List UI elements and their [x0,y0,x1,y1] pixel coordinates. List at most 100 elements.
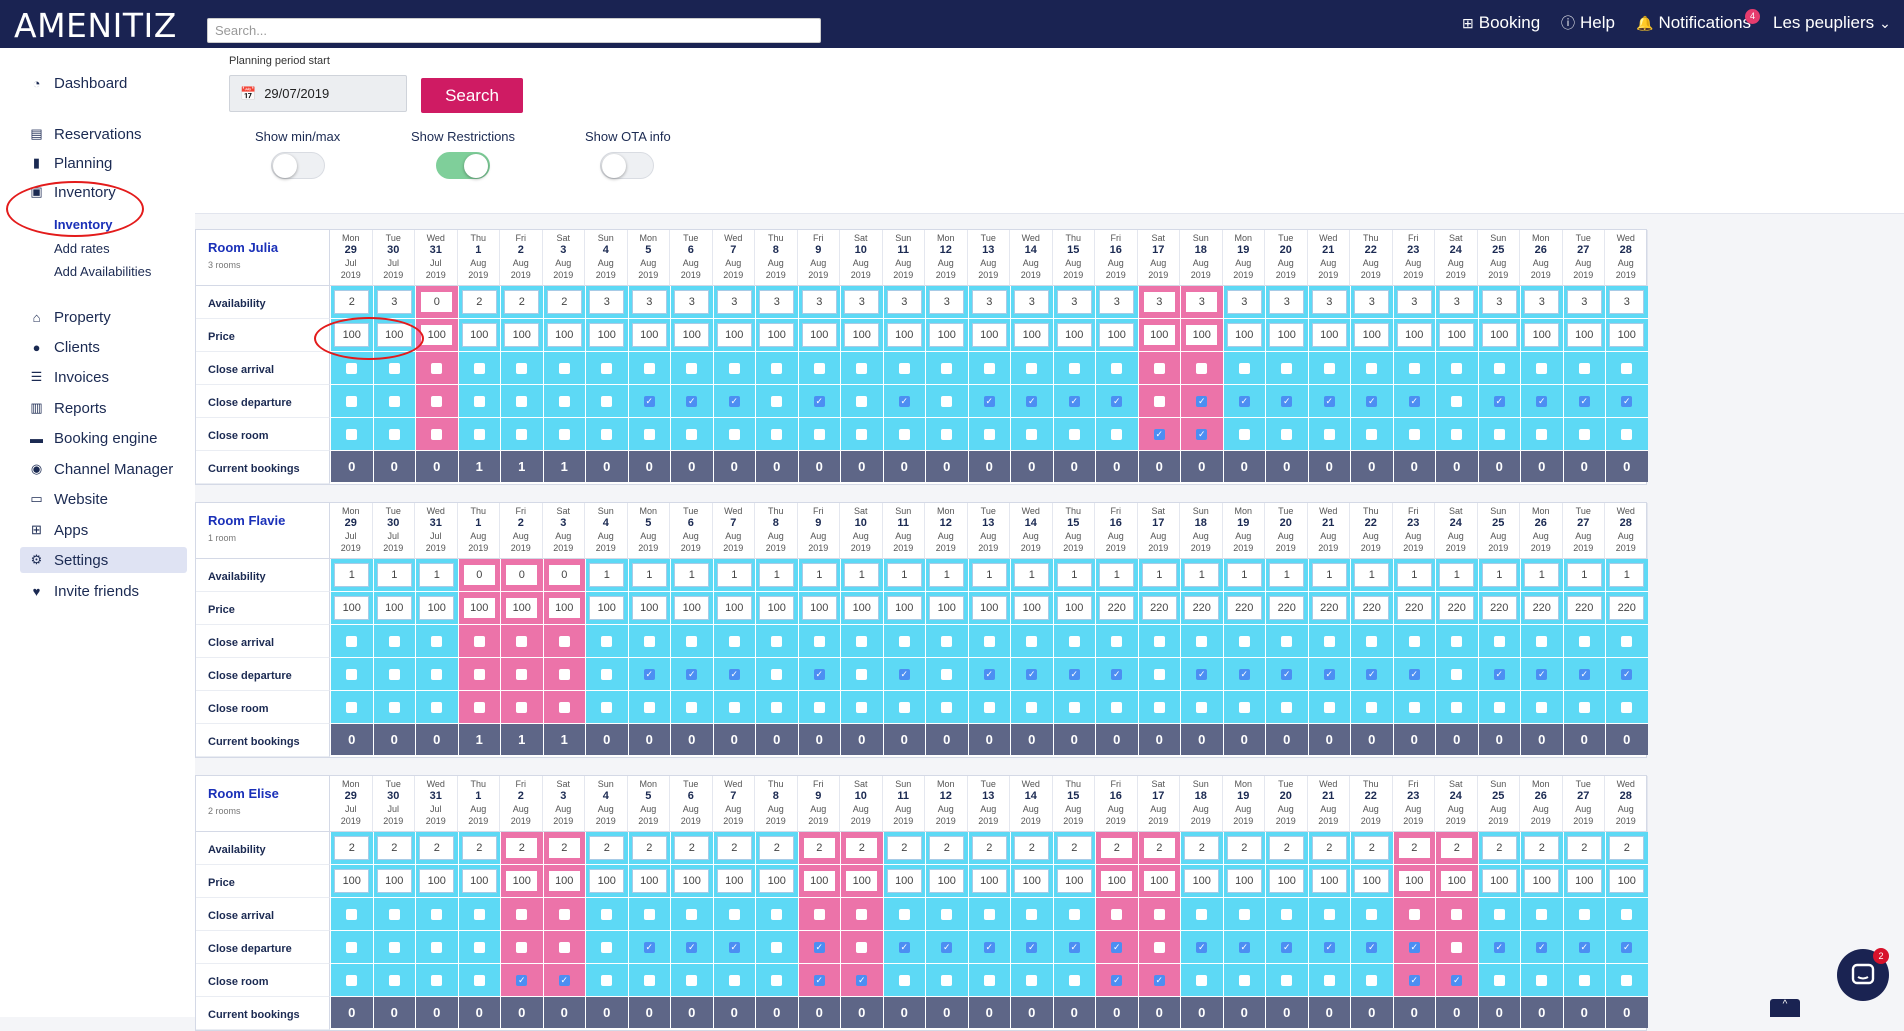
close-departure-checkbox[interactable]: ✓ [1196,668,1208,680]
price-input[interactable]: 100 [674,323,710,347]
close-room-checkbox[interactable] [601,701,613,713]
close-arrival-checkbox[interactable] [1366,635,1378,647]
close-arrival-checkbox[interactable] [1068,908,1080,920]
price-input[interactable]: 100 [589,323,625,347]
close-arrival-checkbox[interactable] [898,635,910,647]
close-room-checkbox[interactable] [1408,701,1420,713]
close-arrival-checkbox[interactable] [1068,362,1080,374]
user-menu[interactable]: Les peupliers ⌄ [1773,13,1891,32]
close-room-checkbox[interactable] [1323,428,1335,440]
close-arrival-checkbox[interactable] [1451,362,1463,374]
close-room-checkbox[interactable] [431,974,443,986]
availability-input[interactable]: 1 [1269,563,1305,587]
close-arrival-checkbox[interactable] [1153,635,1165,647]
close-arrival-checkbox[interactable] [728,635,740,647]
price-input[interactable]: 100 [1439,869,1475,893]
close-departure-checkbox[interactable]: ✓ [1536,941,1548,953]
close-arrival-checkbox[interactable] [1281,362,1293,374]
availability-input[interactable]: 2 [589,836,625,860]
sidebar-item-property[interactable]: ⌂ Property [20,304,187,330]
availability-input[interactable]: 1 [1226,563,1262,587]
availability-input[interactable]: 2 [1354,836,1390,860]
availability-input[interactable]: 2 [461,836,497,860]
price-input[interactable]: 100 [1609,323,1645,347]
close-arrival-checkbox[interactable] [771,908,783,920]
price-input[interactable]: 100 [376,596,412,620]
close-room-checkbox[interactable] [388,974,400,986]
close-room-checkbox[interactable] [1238,974,1250,986]
availability-input[interactable]: 1 [1056,563,1092,587]
close-room-checkbox[interactable] [686,974,698,986]
price-input[interactable]: 100 [461,869,497,893]
close-arrival-checkbox[interactable] [1536,635,1548,647]
close-departure-checkbox[interactable] [558,941,570,953]
availability-input[interactable]: 3 [1566,290,1602,314]
availability-input[interactable]: 2 [844,836,880,860]
close-departure-checkbox[interactable]: ✓ [1238,941,1250,953]
availability-input[interactable]: 1 [376,563,412,587]
close-arrival-checkbox[interactable] [983,362,995,374]
close-departure-checkbox[interactable]: ✓ [813,668,825,680]
close-departure-checkbox[interactable]: ✓ [898,941,910,953]
close-departure-checkbox[interactable] [1451,668,1463,680]
availability-input[interactable]: 2 [1056,836,1092,860]
close-arrival-checkbox[interactable] [558,635,570,647]
price-input[interactable]: 100 [1184,323,1220,347]
close-departure-checkbox[interactable]: ✓ [1281,941,1293,953]
close-room-checkbox[interactable] [1026,974,1038,986]
close-arrival-checkbox[interactable] [643,635,655,647]
price-input[interactable]: 220 [1524,596,1560,620]
close-room-checkbox[interactable] [1493,701,1505,713]
availability-input[interactable]: 1 [929,563,965,587]
availability-input[interactable]: 0 [419,290,455,314]
close-arrival-checkbox[interactable] [1238,908,1250,920]
booking-button[interactable]: ⊞ Booking [1462,13,1541,32]
availability-input[interactable]: 2 [461,290,497,314]
availability-input[interactable]: 2 [546,836,582,860]
price-input[interactable]: 220 [1226,596,1262,620]
availability-input[interactable]: 1 [631,563,667,587]
close-room-checkbox[interactable] [686,428,698,440]
close-room-checkbox[interactable] [1366,701,1378,713]
sidebar-item-reports[interactable]: ▥ Reports [20,395,187,421]
close-departure-checkbox[interactable] [473,941,485,953]
close-arrival-checkbox[interactable] [1578,908,1590,920]
price-input[interactable]: 100 [1141,869,1177,893]
close-arrival-checkbox[interactable] [643,908,655,920]
price-input[interactable]: 100 [716,323,752,347]
close-arrival-checkbox[interactable] [1281,908,1293,920]
price-input[interactable]: 220 [1354,596,1390,620]
availability-input[interactable]: 3 [971,290,1007,314]
close-arrival-checkbox[interactable] [686,635,698,647]
price-input[interactable]: 100 [461,323,497,347]
availability-input[interactable]: 3 [1524,290,1560,314]
availability-input[interactable]: 3 [1269,290,1305,314]
price-input[interactable]: 220 [1141,596,1177,620]
close-room-checkbox[interactable] [1281,428,1293,440]
close-room-checkbox[interactable] [1196,974,1208,986]
availability-input[interactable]: 2 [886,836,922,860]
close-departure-checkbox[interactable] [1451,941,1463,953]
price-input[interactable]: 100 [419,869,455,893]
close-arrival-checkbox[interactable] [388,908,400,920]
close-arrival-checkbox[interactable] [1408,635,1420,647]
close-room-checkbox[interactable] [1196,701,1208,713]
close-room-checkbox[interactable] [431,701,443,713]
search-input[interactable] [207,18,821,43]
close-room-checkbox[interactable] [898,428,910,440]
close-room-checkbox[interactable]: ✓ [856,974,868,986]
close-room-checkbox[interactable] [771,701,783,713]
close-departure-checkbox[interactable] [431,668,443,680]
availability-input[interactable]: 1 [589,563,625,587]
price-input[interactable]: 100 [1481,869,1517,893]
close-room-checkbox[interactable]: ✓ [813,974,825,986]
availability-input[interactable]: 3 [1226,290,1262,314]
availability-input[interactable]: 1 [759,563,795,587]
close-departure-checkbox[interactable]: ✓ [1536,668,1548,680]
close-arrival-checkbox[interactable] [1153,362,1165,374]
close-room-checkbox[interactable] [473,974,485,986]
price-input[interactable]: 100 [1184,869,1220,893]
close-room-checkbox[interactable] [1621,428,1633,440]
close-arrival-checkbox[interactable] [1111,908,1123,920]
close-departure-checkbox[interactable] [1153,395,1165,407]
